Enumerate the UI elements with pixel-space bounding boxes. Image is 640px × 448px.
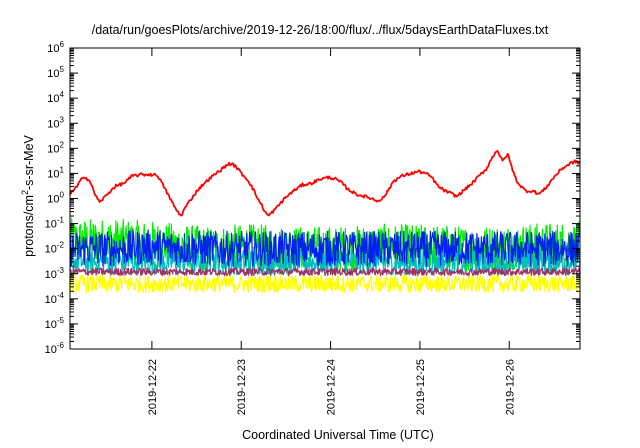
y-tick-label: 10-3 bbox=[45, 266, 65, 281]
x-tick-label: 2019-12-26 bbox=[504, 359, 516, 415]
y-tick-label: 103 bbox=[47, 115, 64, 130]
plot-frame bbox=[69, 47, 581, 350]
y-axis-label-unit: protons/cm bbox=[22, 195, 36, 257]
series-line-2 bbox=[69, 229, 581, 267]
y-tick-label: 10-2 bbox=[45, 241, 65, 256]
y-axis-label-exponent: 2 bbox=[20, 190, 30, 195]
axes: 10-6 10-5 10-4 10-3 10-2 10-1 100 101 102 103 104 1… bbox=[45, 40, 581, 415]
y-tick-label: 102 bbox=[47, 140, 64, 155]
x-tick-label: 2019-12-25 bbox=[415, 359, 427, 415]
y-tick-label: 106 bbox=[47, 40, 64, 55]
y-tick-label: 105 bbox=[47, 65, 64, 80]
series-line-5 bbox=[69, 149, 581, 217]
x-tick-label: 2019-12-22 bbox=[147, 359, 159, 415]
x-axis-label: Coordinated Universal Time (UTC) bbox=[242, 428, 434, 442]
series-line-4 bbox=[69, 267, 581, 277]
y-tick-label: 104 bbox=[47, 90, 64, 105]
y-tick-label: 10-6 bbox=[45, 341, 65, 356]
y-tick-label: 101 bbox=[47, 165, 64, 180]
chart-title: /data/run/goesPlots/archive/2019-12-26/1… bbox=[92, 23, 549, 37]
y-tick-label: 10-5 bbox=[45, 316, 65, 331]
y-tick-label: 10-4 bbox=[45, 291, 65, 306]
y-tick-label: 10-1 bbox=[45, 216, 65, 231]
x-tick-label: 2019-12-24 bbox=[326, 359, 338, 415]
x-tick-label: 2019-12-23 bbox=[236, 359, 248, 415]
plot-area bbox=[69, 149, 581, 294]
y-axis-label: protons/cm2-s-sr-MeV bbox=[20, 134, 36, 256]
y-tick-label: 100 bbox=[47, 191, 64, 206]
series-line-3 bbox=[69, 274, 581, 294]
y-axis-label-rest: -s-sr-MeV bbox=[22, 134, 36, 190]
